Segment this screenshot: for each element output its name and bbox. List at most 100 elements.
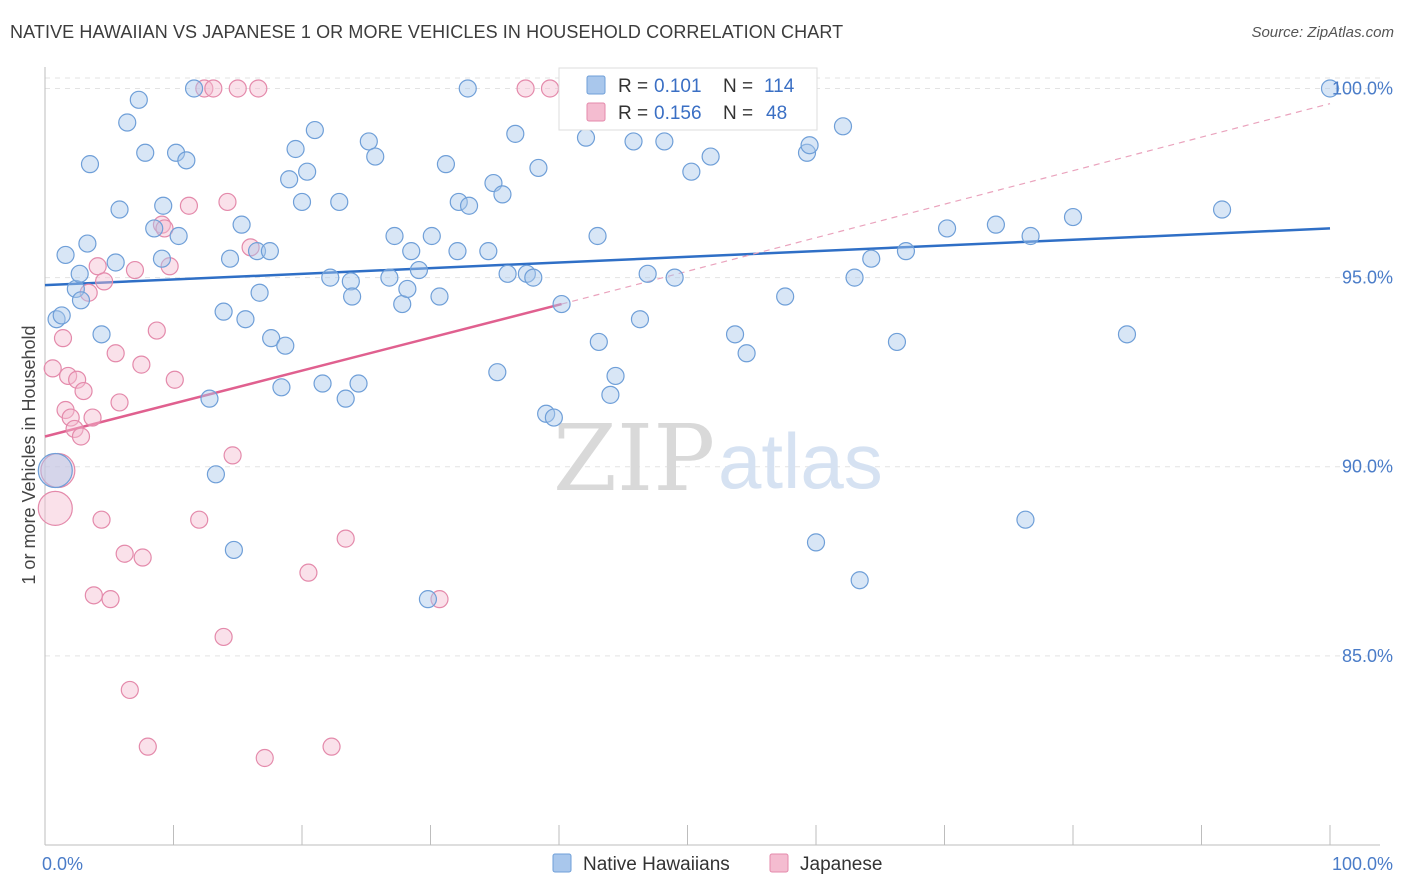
- tick-labels: 100.0% 95.0% 90.0% 85.0% 0.0% 100.0%: [42, 78, 1393, 874]
- y-tick-label-0: 100.0%: [1332, 78, 1393, 98]
- native-hawaiians-point-60: [449, 192, 468, 212]
- native-hawaiians-point-22: [200, 389, 219, 408]
- native-hawaiians-point-85: [665, 268, 684, 287]
- japanese-point-46: [516, 79, 535, 98]
- native-hawaiians-point-87: [701, 147, 720, 166]
- native-hawaiians-point-96: [845, 268, 864, 287]
- legend-swatch-native-hawaiians: [586, 75, 606, 95]
- native-hawaiians-point-24: [214, 302, 233, 321]
- native-hawaiians-point-48: [366, 147, 385, 166]
- native-hawaiians-point-54: [409, 260, 429, 280]
- japanese-point-43: [322, 737, 341, 756]
- japanese-point-13: [84, 586, 103, 605]
- native-hawaiians-point-7: [78, 234, 97, 253]
- native-hawaiians-point-8: [80, 155, 100, 174]
- native-hawaiians-point-88: [725, 325, 745, 344]
- trend-lines: [44, 103, 1331, 438]
- japanese-point-8: [68, 370, 87, 389]
- native-hawaiians-point-84: [655, 132, 674, 151]
- bottom-legend-japanese: Japanese: [800, 854, 882, 875]
- native-hawaiians-point-20: [177, 151, 196, 170]
- native-hawaiians-point-107: [1212, 200, 1232, 219]
- japanese-point-9: [71, 427, 91, 446]
- native-hawaiians-point-13: [129, 90, 148, 109]
- native-hawaiians-point-44: [341, 272, 360, 291]
- legend-r-value-2: 0.156: [654, 103, 702, 124]
- native-hawaiians-point-106: [1117, 325, 1137, 344]
- native-hawaiians-point-55: [418, 590, 438, 609]
- native-hawaiians-point-12: [118, 113, 137, 132]
- native-hawaiians-point-37: [292, 192, 312, 212]
- native-hawaiians-point-90: [776, 287, 795, 306]
- watermark: ZIP atlas: [553, 405, 883, 512]
- japanese-point-14: [88, 257, 107, 276]
- japanese-point-30: [165, 370, 184, 389]
- native-hawaiians-point-61: [458, 79, 477, 98]
- japanese-point-18: [106, 344, 125, 363]
- axes: [44, 67, 1380, 846]
- japanese-point-6: [61, 408, 80, 427]
- native-hawaiians-point-63: [479, 242, 498, 261]
- native-hawaiians-point-93: [800, 136, 819, 155]
- native-hawaiians-point-73: [544, 408, 563, 427]
- native-hawaiians-point-28: [236, 310, 255, 329]
- bottom-legend-swatch-japanese: [769, 853, 789, 873]
- legend-r-label-2: R =: [618, 103, 648, 124]
- native-hawaiians-point-40: [313, 374, 332, 393]
- native-hawaiians-point-108: [1320, 79, 1340, 98]
- y-tick-label-2: 90.0%: [1342, 457, 1393, 477]
- native-hawaiians-point-0: [37, 452, 73, 489]
- native-hawaiians-point-43: [336, 389, 355, 408]
- native-hawaiians-point-57: [430, 287, 449, 306]
- japanese-point-21: [120, 680, 139, 700]
- japanese-point-15: [92, 510, 111, 529]
- native-hawaiians-point-94: [806, 533, 826, 552]
- native-hawaiians-point-47: [359, 132, 378, 151]
- native-hawaiians-point-68: [506, 124, 525, 143]
- native-hawaiians-point-59: [448, 242, 467, 261]
- legend-n-label-2: N =: [723, 103, 753, 124]
- native-hawaiians-point-89: [737, 344, 756, 363]
- native-hawaiians-point-6: [71, 291, 91, 310]
- native-hawaiians-point-53: [402, 242, 421, 261]
- native-hawaiians-point-76: [576, 128, 596, 147]
- japanese-point-44: [336, 529, 355, 548]
- x-tick-label-left: 0.0%: [42, 854, 83, 874]
- japanese-point-32: [190, 510, 209, 529]
- native-hawaiians-point-74: [552, 294, 571, 314]
- bottom-legend-swatch-native-hawaiians: [552, 853, 572, 873]
- chart-source: Source: ZipAtlas.com: [1251, 24, 1394, 41]
- watermark-atlas: atlas: [718, 417, 883, 505]
- data-points: [37, 79, 1340, 768]
- native-hawaiians-point-42: [330, 192, 349, 212]
- trend-japanese-extension: [561, 103, 1331, 305]
- japanese-point-22: [125, 260, 145, 280]
- japanese-point-34: [204, 79, 223, 98]
- native-hawaiians-point-3: [56, 245, 75, 265]
- japanese-point-41: [255, 748, 274, 768]
- native-hawaiians-point-56: [422, 226, 441, 246]
- x-tick-label-right: 100.0%: [1332, 854, 1393, 874]
- native-hawaiians-point-17: [154, 196, 173, 215]
- japanese-point-1: [37, 490, 73, 526]
- native-hawaiians-point-50: [385, 226, 404, 246]
- native-hawaiians-point-62: [459, 196, 479, 215]
- y-axis-label: 1 or more Vehicles in Household: [19, 325, 39, 584]
- y-tick-label-1: 95.0%: [1342, 268, 1393, 288]
- japanese-point-3: [53, 329, 73, 348]
- legend-n-value-1: 114: [764, 76, 795, 97]
- native-hawaiians-point-15: [145, 219, 164, 238]
- native-hawaiians-point-4: [66, 279, 85, 299]
- trend-japanese: [44, 302, 562, 438]
- native-hawaiians-point-71: [529, 158, 548, 178]
- native-hawaiians-point-58: [436, 155, 456, 174]
- native-hawaiians-point-52: [398, 279, 417, 299]
- native-hawaiians-point-19: [169, 226, 188, 246]
- japanese-point-28: [155, 219, 174, 238]
- japanese-point-36: [218, 192, 237, 212]
- native-hawaiians-point-38: [298, 162, 317, 181]
- native-hawaiians-point-82: [630, 310, 650, 329]
- native-hawaiians-point-70: [524, 268, 543, 287]
- japanese-point-40: [249, 79, 268, 98]
- legend-swatch-japanese: [586, 102, 606, 122]
